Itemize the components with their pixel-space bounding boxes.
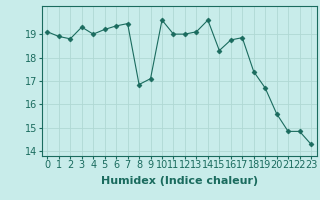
X-axis label: Humidex (Indice chaleur): Humidex (Indice chaleur)	[100, 176, 258, 186]
